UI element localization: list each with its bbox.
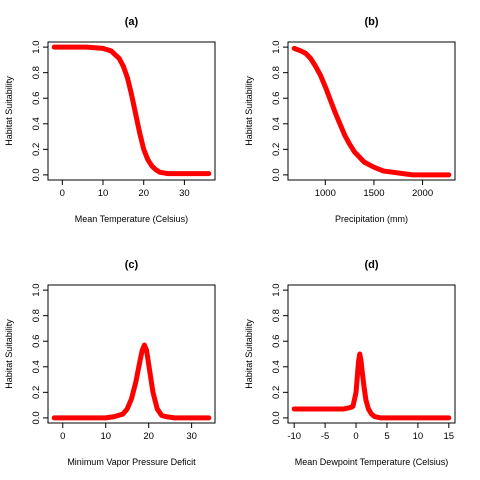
y-tick-label: 0.2 <box>271 143 282 156</box>
panel-title: (b) <box>364 16 378 28</box>
plot-frame <box>287 284 456 424</box>
panel-title: (a) <box>125 16 139 28</box>
y-tick-label: 0.8 <box>31 309 42 322</box>
x-axis-label: Minimum Vapor Pressure Deficit <box>67 457 196 467</box>
panel-title: (d) <box>364 259 378 271</box>
y-tick-label: 0.8 <box>271 309 282 322</box>
x-tick-label: 0 <box>60 431 65 442</box>
y-axis-label: Habitat Suitability <box>4 76 14 146</box>
y-tick-label: 0.4 <box>271 117 282 130</box>
y-tick-label: 0.4 <box>271 360 282 373</box>
panel-c: (c) 0 10 20 30 0.0 0.2 0.4 0.6 0.8 1.0 Minimum Vapo… <box>4 259 216 467</box>
y-tick-label: 0.8 <box>31 66 42 79</box>
y-tick-label: 0.6 <box>271 92 282 105</box>
y-tick-label: 0.6 <box>31 335 42 348</box>
y-axis-label: Habitat Suitability <box>244 76 254 146</box>
y-tick-label: 0.0 <box>271 168 282 181</box>
y-tick-label: 0.8 <box>271 66 282 79</box>
y-tick-label: 0.0 <box>31 411 42 424</box>
plot-frame <box>47 284 216 424</box>
y-tick-label: 0.4 <box>31 360 42 373</box>
y-tick-label: 1.0 <box>31 284 42 297</box>
suitability-curve <box>291 45 452 178</box>
y-tick-label: 1.0 <box>271 41 282 54</box>
x-tick-label: 1000 <box>315 188 336 199</box>
x-tick-label: 15 <box>444 431 455 442</box>
y-tick-label: 0.6 <box>271 335 282 348</box>
panel-b: (b) 1000 1500 2000 0.0 0.2 0.4 0.6 0.8 1.0 Precipi… <box>244 16 456 224</box>
x-tick-label: 0 <box>353 431 358 442</box>
y-tick-label: 0.2 <box>31 143 42 156</box>
y-tick-label: 0.0 <box>31 168 42 181</box>
suitability-curve <box>51 342 212 421</box>
y-axis-label: Habitat Suitability <box>244 319 254 389</box>
panel-a: (a) 0 10 20 30 0.0 0.2 0.4 0.6 0.8 1.0 Mean Tempera… <box>4 16 216 224</box>
x-tick-label: 20 <box>143 431 154 442</box>
suitability-curve <box>291 351 452 421</box>
y-tick-label: 0.0 <box>271 411 282 424</box>
x-tick-label: 1500 <box>363 188 384 199</box>
y-axis-label: Habitat Suitability <box>4 319 14 389</box>
y-tick-label: 0.2 <box>271 386 282 399</box>
x-tick-label: -5 <box>321 431 329 442</box>
y-tick-label: 1.0 <box>271 284 282 297</box>
suitability-curve <box>51 44 212 177</box>
x-axis-label: Precipitation (mm) <box>335 214 408 224</box>
plot-frame <box>287 41 456 181</box>
plot-frame <box>47 41 216 181</box>
x-tick-label: 30 <box>186 431 197 442</box>
y-tick-label: 0.4 <box>31 117 42 130</box>
x-tick-label: 10 <box>98 188 109 199</box>
x-tick-label: 10 <box>413 431 424 442</box>
x-axis-label: Mean Dewpoint Temperature (Celsius) <box>295 457 448 467</box>
x-tick-label: 30 <box>179 188 190 199</box>
x-tick-label: 2000 <box>412 188 433 199</box>
x-axis-label: Mean Temperature (Celsius) <box>75 214 188 224</box>
x-tick-label: 10 <box>100 431 111 442</box>
x-tick-label: 0 <box>60 188 65 199</box>
x-tick-label: -10 <box>287 431 301 442</box>
y-tick-label: 0.2 <box>31 386 42 399</box>
x-tick-label: 5 <box>384 431 389 442</box>
panel-title: (c) <box>125 259 139 271</box>
y-tick-label: 0.6 <box>31 92 42 105</box>
x-tick-label: 20 <box>138 188 149 199</box>
y-tick-label: 1.0 <box>31 41 42 54</box>
panel-d: (d) -10 -5 0 5 10 15 0.0 0.2 0.4 0.6 0.8 1.0 Mean Dew… <box>244 259 456 467</box>
